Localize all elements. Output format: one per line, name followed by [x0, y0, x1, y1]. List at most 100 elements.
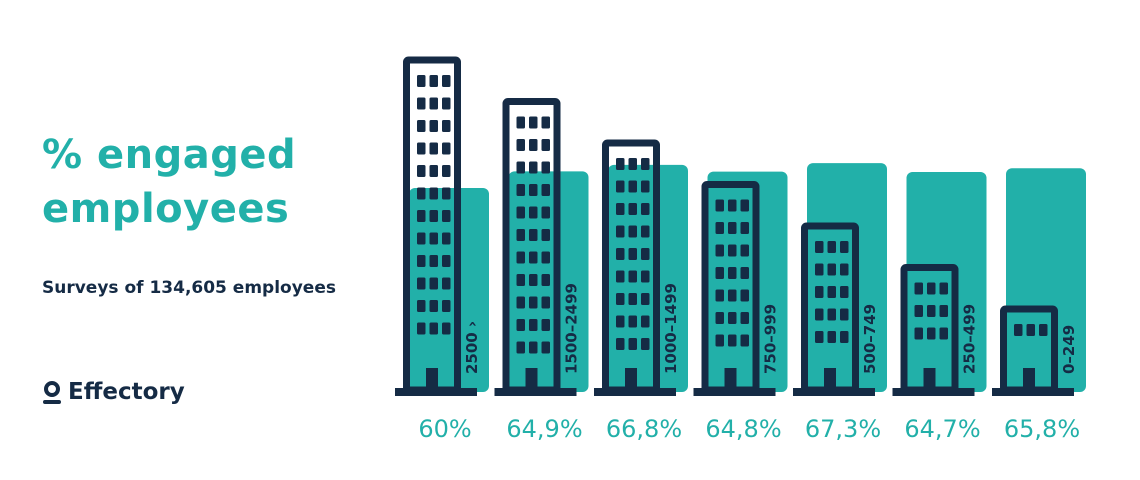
window — [641, 203, 650, 215]
bar — [906, 172, 987, 392]
category-label: 500–749 — [861, 304, 879, 374]
window — [728, 244, 737, 257]
window — [628, 293, 637, 305]
bar — [1006, 168, 1086, 392]
window — [1026, 324, 1035, 336]
window — [417, 322, 426, 335]
window — [628, 203, 637, 215]
window — [616, 338, 625, 350]
category-label: 1000–1499 — [662, 283, 680, 374]
window — [728, 312, 737, 324]
window — [429, 232, 438, 245]
window — [417, 97, 426, 110]
window — [442, 142, 451, 155]
door — [525, 368, 538, 390]
value-label: 64,8% — [705, 415, 781, 443]
window — [429, 97, 438, 110]
window — [417, 165, 426, 177]
window — [939, 327, 948, 340]
window — [840, 331, 849, 343]
window — [529, 229, 538, 241]
window — [417, 277, 426, 290]
door — [724, 368, 737, 390]
bar — [807, 163, 887, 392]
ground — [992, 388, 1074, 396]
window — [641, 180, 650, 193]
window — [715, 199, 724, 212]
window — [541, 319, 550, 331]
window — [429, 75, 438, 87]
brand-logo — [43, 381, 61, 404]
window — [641, 270, 650, 283]
window — [516, 206, 525, 219]
category-label: 2500 › — [463, 321, 481, 374]
window — [740, 334, 749, 347]
window — [516, 161, 525, 174]
window — [827, 331, 836, 343]
window — [628, 180, 637, 193]
window — [516, 229, 525, 241]
window — [541, 229, 550, 241]
value-label: 64,7% — [904, 415, 980, 443]
ground — [494, 388, 577, 396]
window — [1039, 324, 1048, 336]
window — [442, 277, 451, 290]
window — [616, 315, 625, 328]
window — [628, 248, 637, 260]
door — [1023, 368, 1035, 390]
window — [417, 120, 426, 132]
ground — [395, 388, 477, 396]
window — [641, 293, 650, 305]
window — [541, 161, 550, 174]
window — [616, 270, 625, 283]
window — [616, 203, 625, 215]
window — [429, 277, 438, 290]
ground — [892, 388, 975, 396]
window — [715, 334, 724, 347]
window — [429, 300, 438, 312]
window — [529, 251, 538, 264]
window — [641, 248, 650, 260]
window — [529, 341, 538, 354]
window — [516, 296, 525, 309]
window — [429, 322, 438, 335]
window — [616, 158, 625, 170]
window — [442, 75, 451, 87]
window — [939, 282, 948, 295]
category-label: 750–999 — [762, 304, 780, 374]
window — [914, 327, 923, 340]
category-label: 0–249 — [1060, 325, 1078, 374]
window — [728, 334, 737, 347]
window — [442, 232, 451, 245]
window — [914, 305, 923, 317]
window — [728, 199, 737, 212]
window — [417, 300, 426, 312]
value-label: 67,3% — [805, 415, 881, 443]
window — [516, 319, 525, 331]
window — [516, 274, 525, 286]
window — [516, 139, 525, 151]
window — [628, 270, 637, 283]
window — [715, 312, 724, 324]
bar — [707, 171, 788, 392]
window — [442, 322, 451, 335]
window — [541, 251, 550, 264]
window — [529, 116, 538, 129]
door — [426, 368, 438, 390]
window — [728, 222, 737, 234]
bar — [409, 188, 489, 392]
window — [927, 327, 936, 340]
window — [728, 267, 737, 279]
window — [641, 225, 650, 238]
chart-title: % engaged employees — [42, 132, 297, 232]
window — [914, 282, 923, 295]
window — [616, 180, 625, 193]
window — [442, 210, 451, 222]
window — [541, 274, 550, 286]
window — [429, 210, 438, 222]
window — [529, 319, 538, 331]
window — [541, 296, 550, 309]
window — [429, 120, 438, 132]
window — [417, 232, 426, 245]
category-label: 1500–2499 — [563, 283, 581, 374]
